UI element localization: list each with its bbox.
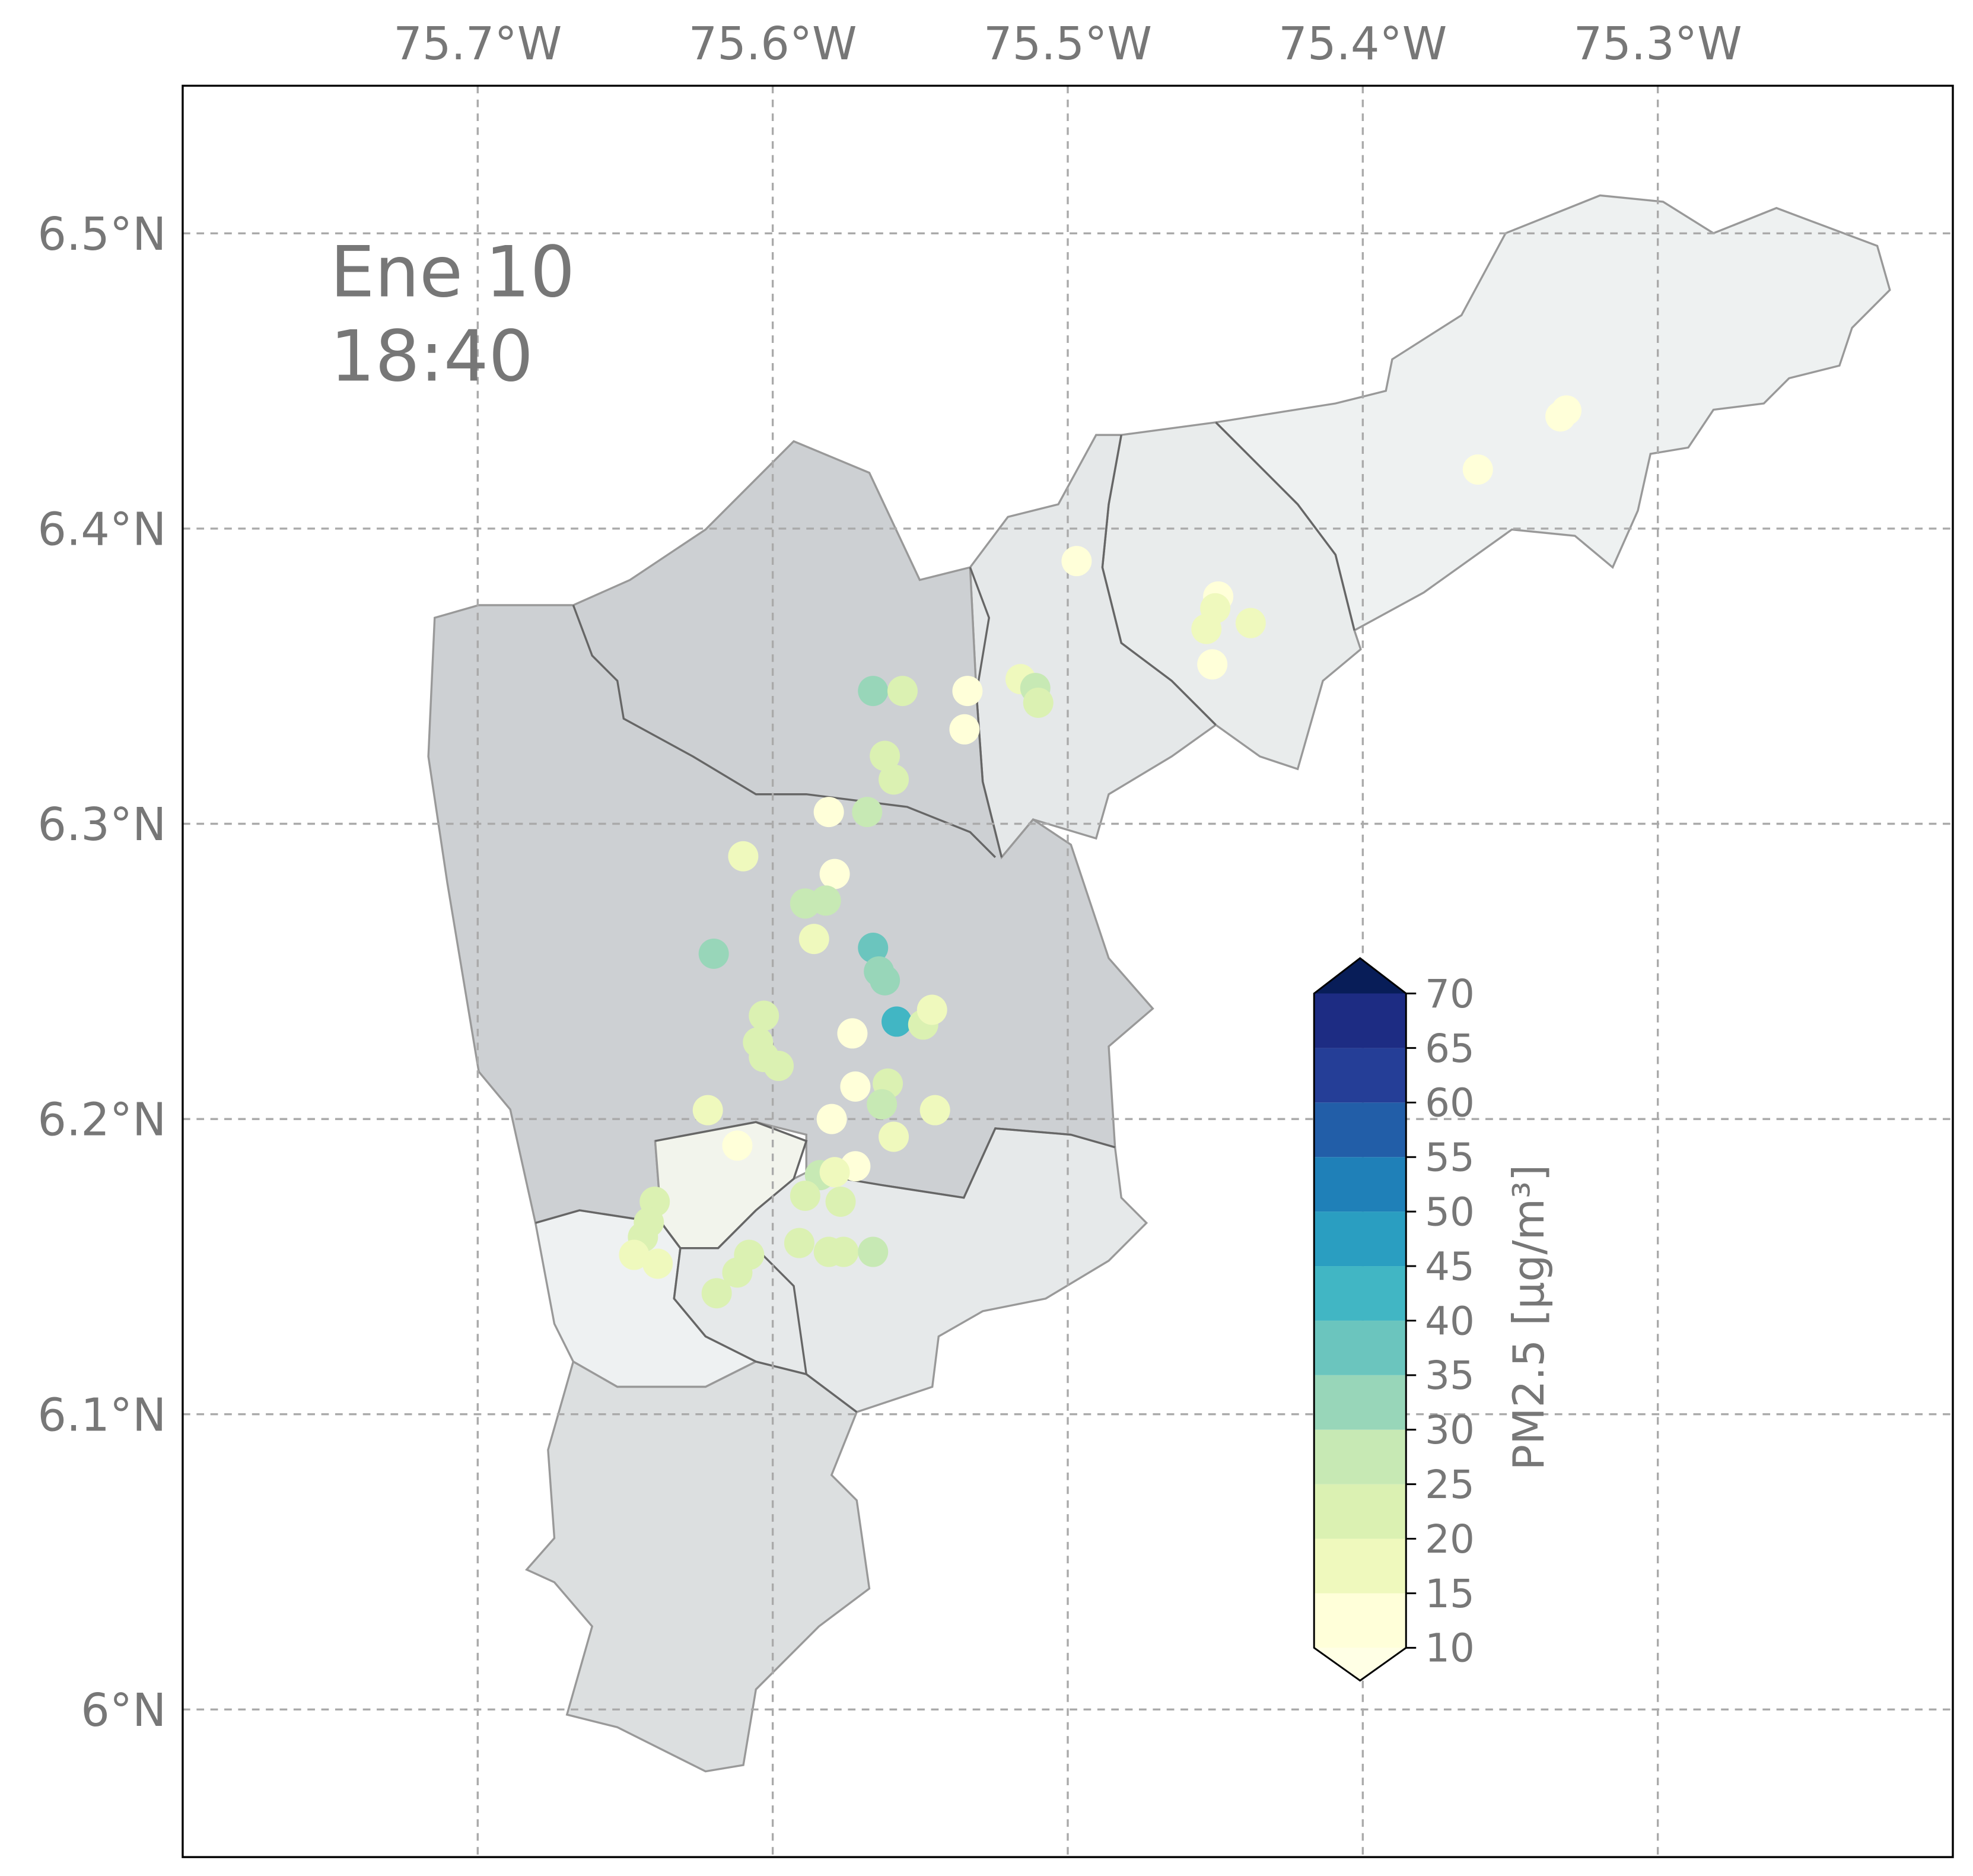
colorbar-band (1314, 1212, 1406, 1267)
station (642, 1248, 673, 1279)
colorbar-tick-label: 50 (1425, 1189, 1475, 1235)
station (952, 676, 983, 707)
colorbar-band (1314, 1102, 1406, 1158)
colorbar-band (1314, 1429, 1406, 1484)
colorbar-tick-label: 45 (1425, 1244, 1475, 1289)
colorbar-tick-label: 20 (1425, 1516, 1475, 1562)
station (816, 1104, 847, 1134)
y-tick-label: 6.2°N (37, 1094, 166, 1147)
colorbar-extend-min (1314, 1648, 1406, 1681)
y-tick-label: 6.5°N (37, 208, 166, 261)
colorbar-tick-label: 10 (1425, 1626, 1475, 1671)
x-tick-label: 75.5°W (984, 18, 1152, 71)
station (728, 841, 759, 872)
colorbar-band (1314, 1484, 1406, 1539)
station (1061, 546, 1092, 577)
subtitle: 18:40 (330, 316, 533, 398)
colorbar-tick-label: 40 (1425, 1298, 1475, 1344)
station (949, 714, 980, 745)
region-border (655, 1121, 808, 1249)
station (763, 1051, 794, 1082)
station (619, 1239, 650, 1270)
x-tick-label: 75.7°W (393, 18, 562, 71)
station (882, 1006, 912, 1037)
frame (182, 84, 1954, 1858)
colorbar-tick-label: 25 (1425, 1462, 1475, 1508)
region-border (806, 1127, 1116, 1199)
station (852, 797, 883, 828)
station (722, 1130, 753, 1161)
station (879, 764, 909, 795)
region-border (1215, 421, 1355, 631)
colorbar-band (1314, 1048, 1406, 1103)
station (917, 994, 947, 1025)
station (819, 858, 850, 889)
station (887, 676, 918, 707)
colorbar-tick-label: 65 (1425, 1026, 1475, 1071)
station (1235, 608, 1266, 638)
station (840, 1071, 871, 1102)
station (837, 1018, 868, 1049)
colorbar: 10 15 20 25 30 35 40 45 50 55 60 65 70 (1313, 957, 1475, 1682)
colorbar-band (1314, 1266, 1406, 1321)
station (698, 938, 729, 969)
x-tick-label: 75.3°W (1574, 18, 1742, 71)
colorbar-band (1314, 993, 1406, 1048)
y-tick-label: 6.4°N (37, 504, 166, 557)
station (867, 1089, 898, 1120)
colorbar-band (1314, 1375, 1406, 1430)
station (701, 1278, 732, 1309)
station (790, 1180, 820, 1211)
colorbar-extend-max (1314, 958, 1406, 994)
station (858, 676, 889, 707)
station (828, 1236, 859, 1267)
region-border (572, 605, 997, 858)
y-tick-label: 6.3°N (37, 799, 166, 851)
region-border (1101, 434, 1217, 726)
station (1551, 395, 1581, 426)
station (870, 740, 900, 771)
colorbar-tick-label: 30 (1425, 1407, 1475, 1453)
y-tick-label: 6.1°N (37, 1389, 166, 1442)
station (870, 965, 900, 996)
colorbar-label: PM2.5 [μg/m³] (1504, 1165, 1554, 1471)
station (879, 1121, 909, 1152)
station (749, 1000, 779, 1031)
station (1197, 649, 1228, 680)
colorbar-band (1314, 1320, 1406, 1375)
colorbar-band (1314, 1593, 1406, 1648)
station (819, 1157, 850, 1188)
y-tick-label: 6°N (81, 1684, 166, 1737)
station (919, 1095, 950, 1125)
station (784, 1228, 814, 1258)
title: Ene 10 (330, 231, 575, 313)
colorbar-tick-label: 35 (1425, 1353, 1475, 1398)
station (810, 885, 841, 916)
colorbar-band (1314, 1157, 1406, 1212)
x-tick-label: 75.4°W (1278, 18, 1447, 71)
station (1023, 687, 1054, 718)
station (798, 924, 829, 955)
station (1462, 454, 1493, 485)
station (858, 933, 889, 964)
stations (619, 395, 1581, 1309)
region-border (535, 1209, 858, 1413)
station (692, 1095, 723, 1125)
station (825, 1186, 856, 1217)
colorbar-tick-label: 15 (1425, 1571, 1475, 1617)
region-border (755, 1247, 807, 1375)
colorbar-tick-label: 60 (1425, 1080, 1475, 1126)
station (722, 1257, 753, 1288)
station (813, 797, 844, 828)
station (1191, 613, 1222, 644)
x-tick-label: 75.6°W (689, 18, 857, 71)
colorbar-tick-label: 55 (1425, 1135, 1475, 1181)
colorbar-band (1314, 1538, 1406, 1594)
colorbar-tick-label: 70 (1425, 971, 1475, 1017)
station (858, 1236, 889, 1267)
